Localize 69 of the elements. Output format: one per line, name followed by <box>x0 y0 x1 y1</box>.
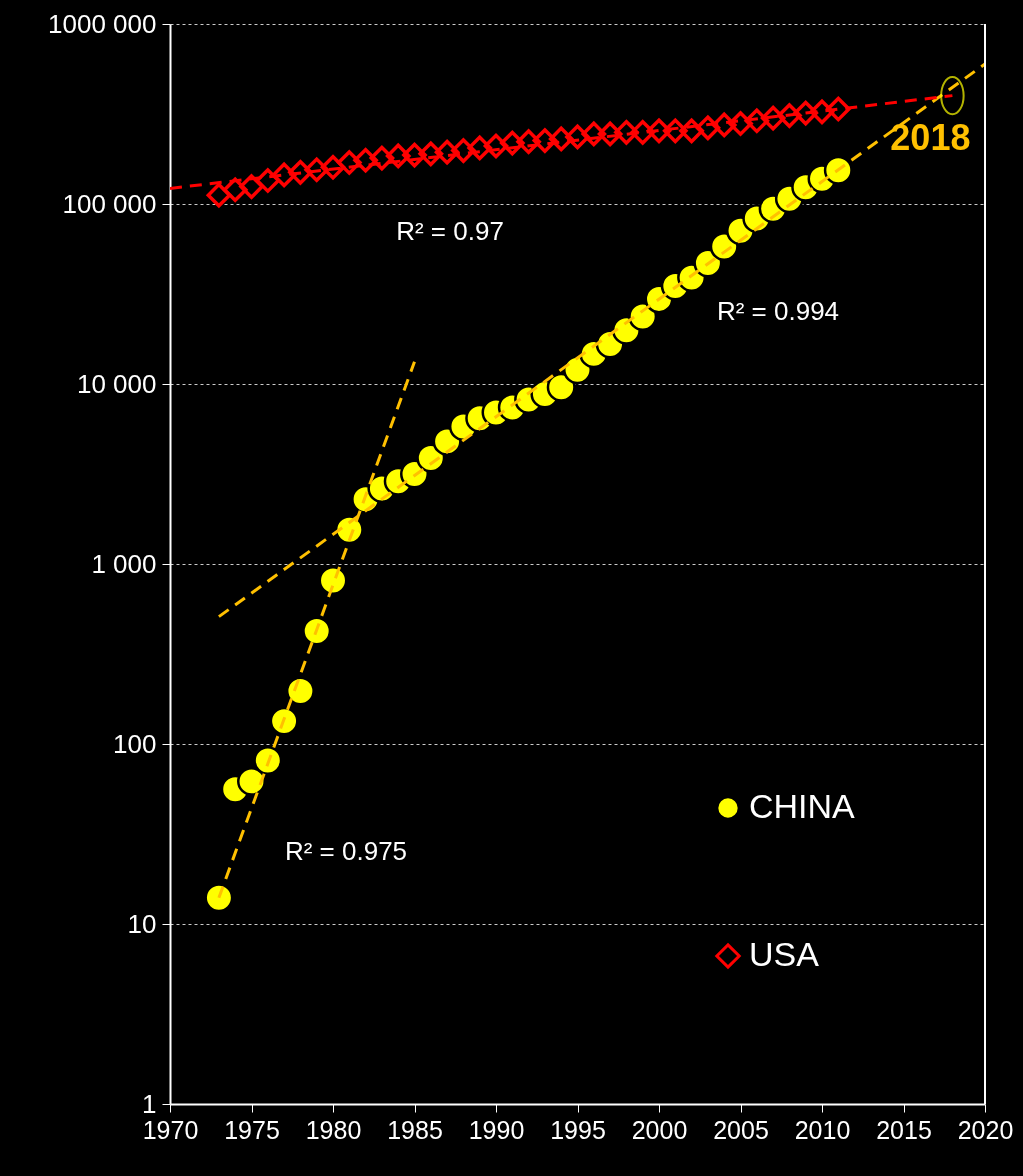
point <box>565 124 590 150</box>
point <box>237 766 266 796</box>
point <box>546 372 576 402</box>
point <box>204 883 234 913</box>
point <box>744 108 770 134</box>
point <box>646 118 672 144</box>
point <box>760 105 786 131</box>
x-tick-label: 2010 <box>794 1115 851 1144</box>
point <box>728 111 753 136</box>
point <box>695 115 721 141</box>
point <box>418 141 444 167</box>
annotation: R² = 0.994 <box>716 296 840 326</box>
y-tick-label: 1 000 <box>91 548 157 579</box>
point <box>581 121 607 147</box>
x-tick-label: 1980 <box>305 1115 362 1144</box>
x-tick-label: 1985 <box>387 1115 443 1144</box>
x-tick-label: 1995 <box>550 1115 606 1144</box>
point <box>304 157 330 183</box>
point <box>467 135 493 161</box>
annotation: R² = 0.97 <box>396 216 504 246</box>
point <box>793 100 819 126</box>
x-tick-label: 2000 <box>631 1115 688 1144</box>
point <box>548 126 574 152</box>
point <box>239 174 264 199</box>
point <box>662 118 688 144</box>
legend-label: CHINA <box>749 787 856 825</box>
point <box>336 150 362 175</box>
point <box>825 96 851 122</box>
annotation: R² = 0.975 <box>284 836 408 866</box>
point <box>402 142 427 168</box>
point <box>269 706 299 736</box>
point <box>253 746 283 775</box>
point <box>206 182 232 208</box>
x-tick-label: 2005 <box>713 1115 769 1144</box>
x-tick-label: 1990 <box>468 1115 525 1144</box>
x-tick-label: 2015 <box>876 1115 932 1144</box>
y-tick-label: 10 000 <box>76 368 157 399</box>
y-tick-label: 10 <box>127 908 157 939</box>
y-tick-label: 100 <box>113 728 157 759</box>
point <box>532 128 558 153</box>
point <box>823 155 853 185</box>
point <box>222 177 248 203</box>
point <box>320 154 346 180</box>
point <box>679 118 704 144</box>
point <box>285 676 315 706</box>
point <box>809 99 835 125</box>
point <box>614 120 639 145</box>
point <box>255 168 281 193</box>
point <box>597 121 623 147</box>
y-tick-label: 1000 000 <box>48 8 157 39</box>
x-tick-label: 2020 <box>957 1115 1014 1144</box>
point <box>516 129 541 155</box>
point <box>483 133 509 159</box>
annotation: 2018 <box>890 116 971 158</box>
point <box>353 147 378 173</box>
point <box>499 130 525 156</box>
point <box>288 159 313 185</box>
point <box>434 139 460 165</box>
point <box>385 143 411 169</box>
point <box>630 120 656 145</box>
y-tick-label: 100 000 <box>62 188 157 219</box>
point <box>451 138 476 163</box>
point <box>711 112 737 138</box>
x-tick-label: 1975 <box>224 1115 280 1144</box>
point <box>369 145 395 171</box>
point <box>302 616 332 646</box>
legend-label: USA <box>749 935 820 973</box>
point <box>271 162 297 188</box>
point <box>777 103 802 128</box>
